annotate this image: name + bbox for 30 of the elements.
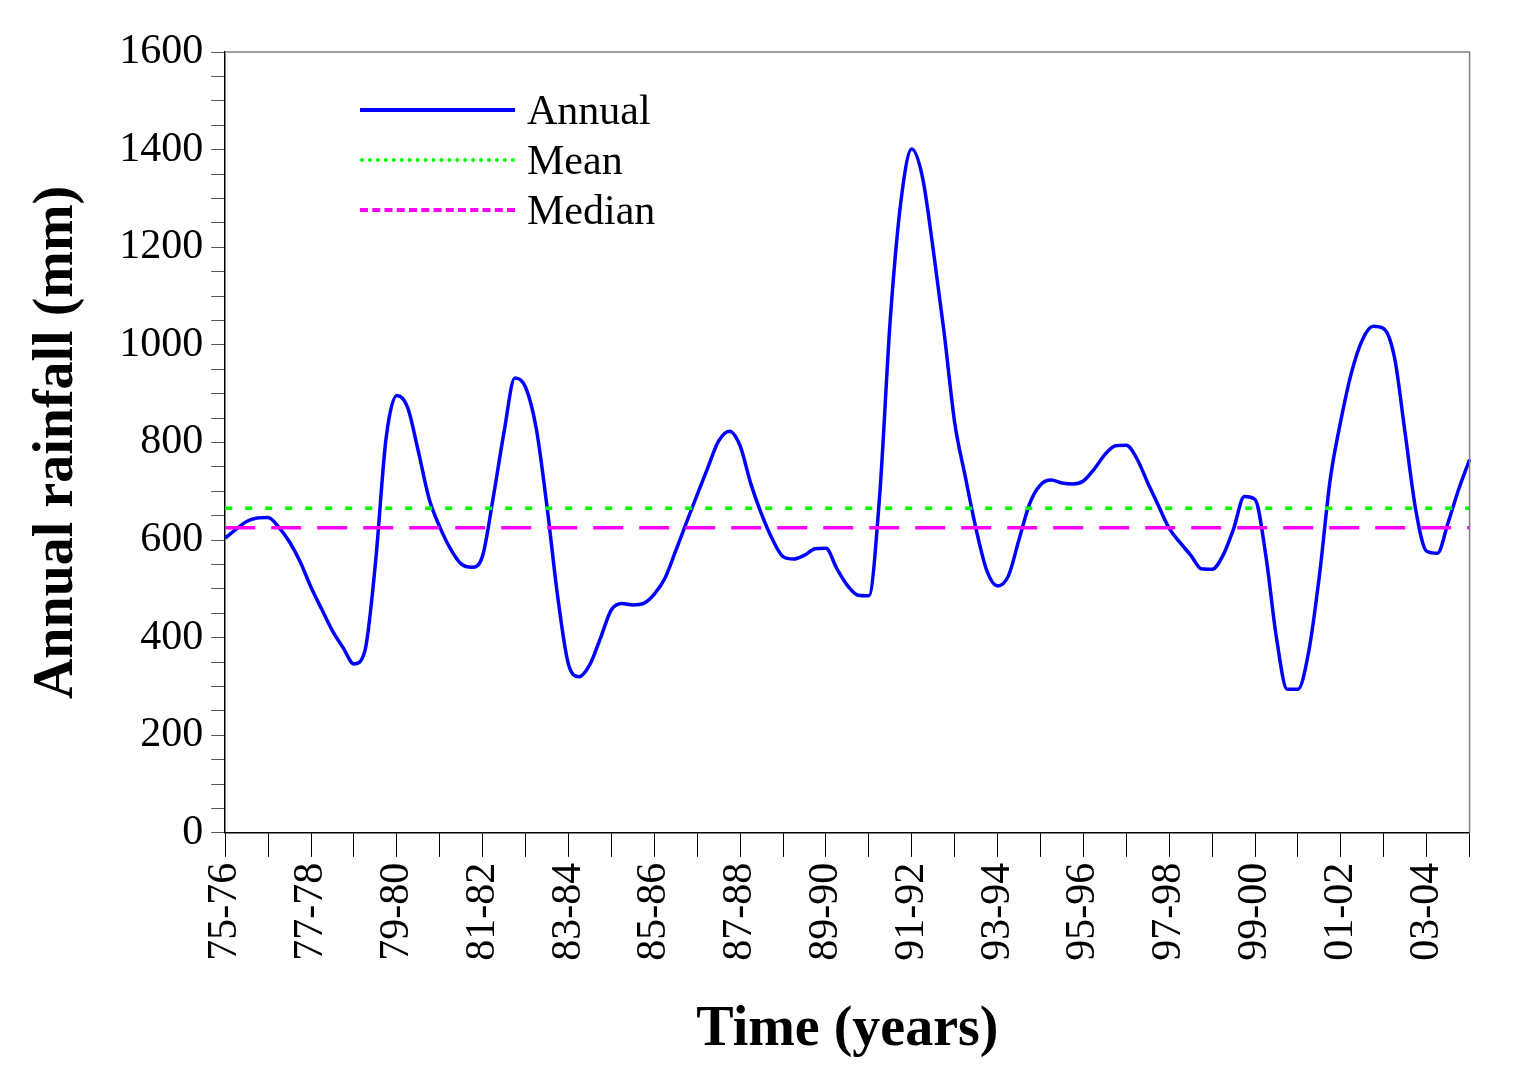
legend-label: Annual: [527, 86, 651, 134]
x-tick-label: 93-94: [971, 862, 1018, 961]
y-tick-label: 600: [140, 514, 204, 561]
x-tick-label: 95-96: [1057, 862, 1104, 961]
y-tick-label: 800: [140, 416, 204, 463]
x-tick-label: 97-98: [1143, 862, 1190, 961]
x-tick-label: 03-04: [1400, 862, 1447, 961]
x-tick-label: 75-76: [199, 862, 246, 961]
y-tick-label: 1000: [119, 318, 204, 365]
x-tick-label: 77-78: [285, 862, 332, 961]
x-axis-title: Time (years): [696, 994, 999, 1058]
x-tick-label: 83-84: [542, 862, 589, 961]
x-tick-label: 89-90: [799, 862, 846, 961]
y-tick-label: 1400: [119, 123, 204, 170]
y-tick-label: 0: [182, 806, 204, 853]
x-tick-label: 85-86: [628, 862, 675, 961]
x-tick-label: 01-02: [1314, 862, 1361, 961]
x-tick-label: 99-00: [1229, 862, 1276, 961]
x-tick-label: 91-92: [885, 862, 932, 961]
x-tick-label: 87-88: [714, 862, 761, 961]
line-series: [223, 147, 1472, 692]
x-tick-label: 81-82: [456, 862, 503, 961]
y-tick-label: 1600: [119, 26, 204, 73]
x-tick-label: 79-80: [370, 862, 417, 961]
y-tick-label: 1200: [119, 221, 204, 268]
legend-label: Median: [527, 186, 656, 234]
y-tick-label: 400: [140, 611, 204, 658]
legend-label: Mean: [527, 136, 623, 184]
y-tick-label: 200: [140, 709, 204, 756]
y-axis-title: Annual rainfall (mm): [22, 185, 86, 700]
